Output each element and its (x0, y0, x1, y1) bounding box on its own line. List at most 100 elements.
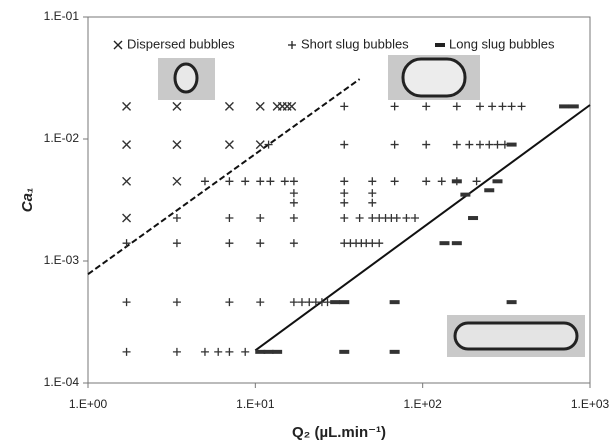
marker-plus (256, 239, 265, 248)
marker-plus (256, 177, 265, 186)
marker-plus (289, 198, 298, 207)
marker-plus (241, 177, 250, 186)
marker-plus (225, 177, 234, 186)
marker-plus (368, 198, 377, 207)
marker-plus (172, 239, 181, 248)
marker-plus (225, 214, 234, 223)
marker-plus (256, 214, 265, 223)
marker-dash (263, 349, 274, 354)
marker-plus (266, 177, 275, 186)
marker-plus (264, 140, 273, 149)
x-axis-title: Q₂ (µL.min⁻¹) (292, 424, 386, 441)
marker-dash (568, 104, 579, 109)
marker-dash (439, 241, 450, 246)
legend-label: Long slug bubbles (449, 36, 555, 51)
inset-long-slug (447, 315, 585, 357)
marker-x (224, 140, 234, 150)
marker-plus (280, 177, 289, 186)
marker-plus (507, 102, 516, 111)
marker-plus (368, 177, 377, 186)
y-tick-label: 1.E-03 (44, 253, 80, 267)
marker-x (224, 101, 234, 111)
marker-plus (340, 102, 349, 111)
marker-dash (272, 349, 283, 354)
marker-plus (475, 102, 484, 111)
marker-plus (375, 239, 384, 248)
marker-plus (172, 214, 181, 223)
marker-x (122, 140, 132, 150)
marker-plus (214, 347, 223, 356)
marker-plus (289, 298, 298, 307)
x-tick-label: 1.E+01 (236, 397, 275, 411)
legend-marker (435, 43, 445, 47)
trend-line (87, 78, 361, 276)
inset-dispersed (158, 58, 215, 100)
marker-dash (468, 216, 479, 221)
legend-marker (288, 41, 296, 49)
trend-line (254, 104, 591, 352)
marker-plus (390, 177, 399, 186)
marker-plus (289, 214, 298, 223)
marker-plus (493, 140, 502, 149)
marker-dash (506, 300, 517, 305)
marker-plus (289, 177, 298, 186)
marker-x (172, 101, 182, 111)
marker-plus (437, 177, 446, 186)
marker-dash (330, 300, 341, 305)
marker-plus (390, 140, 399, 149)
marker-plus (225, 239, 234, 248)
marker-dash (389, 300, 400, 305)
marker-dash (339, 300, 350, 305)
marker-dash (559, 104, 570, 109)
y-tick-label: 1.E-01 (44, 9, 80, 23)
marker-plus (172, 347, 181, 356)
marker-plus (422, 102, 431, 111)
marker-plus (241, 347, 250, 356)
marker-plus (200, 177, 209, 186)
inset-short-slug (388, 55, 480, 100)
marker-plus (465, 140, 474, 149)
legend-label: Short slug bubbles (301, 36, 409, 51)
marker-plus (368, 189, 377, 198)
marker-dash (492, 179, 503, 184)
marker-x (172, 176, 182, 186)
marker-plus (297, 298, 306, 307)
marker-x (122, 101, 132, 111)
x-tick-label: 1.E+02 (403, 397, 442, 411)
marker-plus (472, 177, 481, 186)
marker-plus (340, 140, 349, 149)
marker-plus (402, 214, 411, 223)
marker-plus (256, 298, 265, 307)
marker-x (255, 101, 265, 111)
marker-plus (392, 214, 401, 223)
marker-dash (506, 142, 517, 147)
legend-label: Dispersed bubbles (127, 36, 235, 51)
marker-plus (340, 214, 349, 223)
marker-x (255, 140, 265, 150)
marker-dash (451, 179, 462, 184)
marker-plus (411, 214, 420, 223)
y-axis-title: Ca₁ (19, 188, 36, 212)
marker-plus (225, 298, 234, 307)
marker-plus (355, 214, 364, 223)
plot-frame (87, 16, 591, 384)
marker-plus (122, 298, 131, 307)
marker-plus (172, 298, 181, 307)
marker-plus (200, 347, 209, 356)
marker-plus (368, 214, 377, 223)
marker-dash (339, 349, 350, 354)
y-tick-label: 1.E-02 (44, 131, 80, 145)
x-tick-label: 1.E+00 (69, 397, 108, 411)
marker-x (172, 140, 182, 150)
marker-plus (422, 177, 431, 186)
marker-plus (289, 189, 298, 198)
marker-plus (122, 239, 131, 248)
marker-x (122, 176, 132, 186)
x-tick-label: 1.E+03 (571, 397, 610, 411)
marker-plus (475, 140, 484, 149)
legend-marker (113, 40, 123, 50)
marker-plus (422, 140, 431, 149)
marker-plus (340, 189, 349, 198)
